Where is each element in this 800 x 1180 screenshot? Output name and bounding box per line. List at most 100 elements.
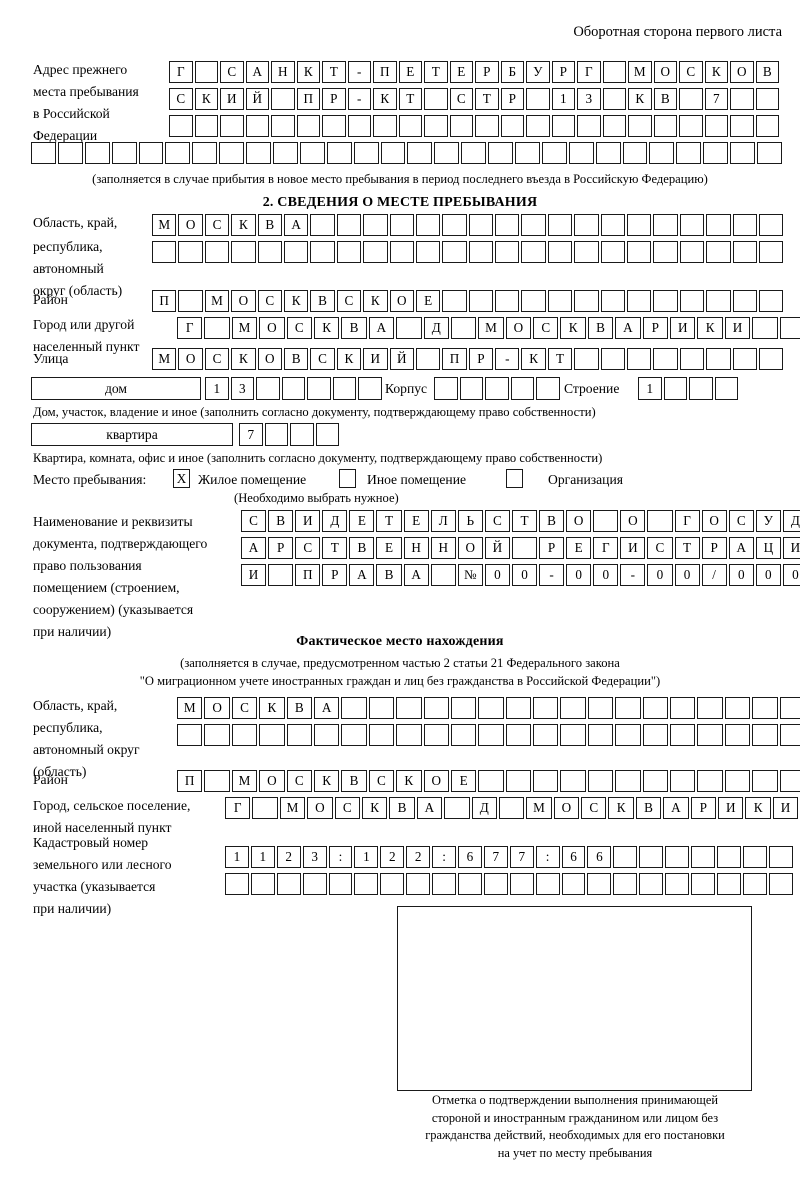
- grid-cell[interactable]: [755, 88, 779, 110]
- grid-cell[interactable]: [432, 873, 457, 895]
- grid-cell[interactable]: [536, 377, 560, 400]
- grid-cell[interactable]: [706, 290, 731, 312]
- grid-cell[interactable]: [315, 423, 339, 446]
- grid-cell[interactable]: А: [349, 564, 375, 586]
- grid-cell[interactable]: -: [495, 348, 520, 370]
- grid-cell[interactable]: О: [259, 770, 285, 792]
- grid-cell[interactable]: В: [310, 290, 335, 312]
- grid-cell[interactable]: [602, 115, 626, 137]
- grid-cell[interactable]: [541, 142, 567, 164]
- grid-cell[interactable]: В: [653, 88, 677, 110]
- grid-cell[interactable]: №: [457, 564, 483, 586]
- grid-cell[interactable]: [511, 537, 538, 559]
- grid-cell[interactable]: [407, 142, 433, 164]
- prev-address-grid-row-4[interactable]: [31, 142, 782, 164]
- grid-cell[interactable]: Т: [424, 61, 448, 83]
- grid-cell[interactable]: [246, 142, 272, 164]
- grid-cell[interactable]: И: [782, 537, 800, 559]
- grid-cell[interactable]: [670, 724, 696, 746]
- grid-cell[interactable]: [627, 241, 652, 263]
- grid-cell[interactable]: А: [283, 214, 309, 236]
- grid-cell[interactable]: [600, 290, 626, 312]
- grid-cell[interactable]: П: [177, 770, 203, 792]
- grid-cell[interactable]: Р: [475, 61, 499, 83]
- grid-cell[interactable]: [752, 697, 778, 719]
- grid-cell[interactable]: [192, 142, 218, 164]
- grid-cell[interactable]: [560, 697, 586, 719]
- grid-cell[interactable]: [396, 317, 422, 339]
- grid-cell[interactable]: [347, 115, 371, 137]
- grid-cell[interactable]: [730, 88, 754, 110]
- grid-cell[interactable]: К: [560, 317, 586, 339]
- grid-cell[interactable]: О: [204, 697, 230, 719]
- grid-cell[interactable]: :: [328, 846, 353, 868]
- grid-cell[interactable]: И: [363, 348, 388, 370]
- grid-cell[interactable]: С: [286, 317, 312, 339]
- grid-cell[interactable]: [468, 290, 494, 312]
- grid-cell[interactable]: [459, 377, 483, 400]
- grid-cell[interactable]: К: [697, 317, 723, 339]
- grid-cell[interactable]: [639, 873, 664, 895]
- grid-cell[interactable]: Г: [225, 797, 251, 819]
- grid-cell[interactable]: [526, 88, 550, 110]
- grid-cell[interactable]: В: [283, 348, 309, 370]
- grid-cell[interactable]: О: [231, 290, 256, 312]
- grid-cell[interactable]: Н: [430, 537, 456, 559]
- actual-region-grid-row-2[interactable]: [177, 724, 800, 746]
- grid-cell[interactable]: [724, 770, 751, 792]
- stroenie-grid-row[interactable]: 1: [638, 377, 738, 400]
- grid-cell[interactable]: [165, 142, 191, 164]
- grid-cell[interactable]: М: [279, 797, 306, 819]
- grid-cell[interactable]: [485, 377, 509, 400]
- grid-cell[interactable]: [336, 241, 362, 263]
- grid-cell[interactable]: [415, 214, 441, 236]
- grid-cell[interactable]: [415, 348, 441, 370]
- grid-cell[interactable]: [515, 142, 540, 164]
- grid-cell[interactable]: В: [349, 537, 375, 559]
- grid-cell[interactable]: К: [231, 348, 256, 370]
- grid-cell[interactable]: [225, 873, 249, 895]
- grid-cell[interactable]: [551, 115, 575, 137]
- grid-cell[interactable]: [649, 142, 675, 164]
- grid-cell[interactable]: С: [257, 290, 282, 312]
- grid-cell[interactable]: [423, 697, 449, 719]
- grid-cell[interactable]: 0: [782, 564, 800, 586]
- grid-cell[interactable]: А: [313, 697, 340, 719]
- grid-cell[interactable]: [231, 724, 258, 746]
- grid-cell[interactable]: [396, 697, 422, 719]
- grid-cell[interactable]: [442, 290, 467, 312]
- grid-cell[interactable]: П: [295, 564, 321, 586]
- grid-cell[interactable]: [398, 115, 422, 137]
- grid-cell[interactable]: [758, 241, 784, 263]
- grid-cell[interactable]: 7: [239, 423, 263, 446]
- grid-cell[interactable]: С: [581, 797, 607, 819]
- region-grid-row-2[interactable]: [152, 241, 784, 263]
- grid-cell[interactable]: Р: [500, 88, 524, 110]
- grid-cell[interactable]: [706, 241, 731, 263]
- checkbox-inoe-pomeshchenie[interactable]: [339, 469, 356, 488]
- grid-cell[interactable]: А: [663, 797, 689, 819]
- grid-cell[interactable]: [547, 241, 573, 263]
- grid-cell[interactable]: 2: [276, 846, 301, 868]
- grid-cell[interactable]: 1: [225, 846, 249, 868]
- grid-cell[interactable]: [768, 873, 793, 895]
- grid-cell[interactable]: [714, 377, 738, 400]
- grid-cell[interactable]: В: [389, 797, 415, 819]
- grid-cell[interactable]: [642, 724, 669, 746]
- grid-cell[interactable]: О: [620, 510, 646, 532]
- grid-cell[interactable]: [665, 873, 690, 895]
- grid-cell[interactable]: [560, 770, 586, 792]
- grid-cell[interactable]: [450, 697, 477, 719]
- grid-cell[interactable]: С: [334, 797, 360, 819]
- grid-cell[interactable]: М: [478, 317, 504, 339]
- grid-cell[interactable]: 0: [755, 564, 781, 586]
- grid-cell[interactable]: [363, 241, 388, 263]
- grid-cell[interactable]: К: [521, 348, 546, 370]
- grid-cell[interactable]: Р: [268, 537, 294, 559]
- grid-cell[interactable]: [639, 846, 664, 868]
- grid-cell[interactable]: [706, 348, 731, 370]
- grid-cell[interactable]: [430, 564, 456, 586]
- grid-cell[interactable]: О: [423, 770, 449, 792]
- grid-cell[interactable]: 1: [205, 377, 229, 400]
